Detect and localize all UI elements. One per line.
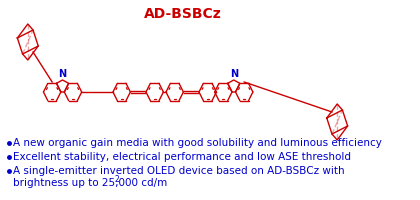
Text: N: N (230, 69, 238, 79)
Text: Excellent stability, electrical performance and low ASE threshold: Excellent stability, electrical performa… (13, 152, 351, 162)
Text: AD-BSBCz: AD-BSBCz (144, 7, 221, 21)
Text: 2: 2 (114, 176, 119, 184)
Text: A single-emitter inverted OLED device based on AD-BSBCz with: A single-emitter inverted OLED device ba… (13, 166, 345, 176)
Text: A new organic gain media with good solubility and luminous efficiency: A new organic gain media with good solub… (13, 138, 382, 148)
Text: N: N (58, 69, 67, 79)
Text: brightness up to 25,000 cd/m: brightness up to 25,000 cd/m (13, 178, 167, 188)
